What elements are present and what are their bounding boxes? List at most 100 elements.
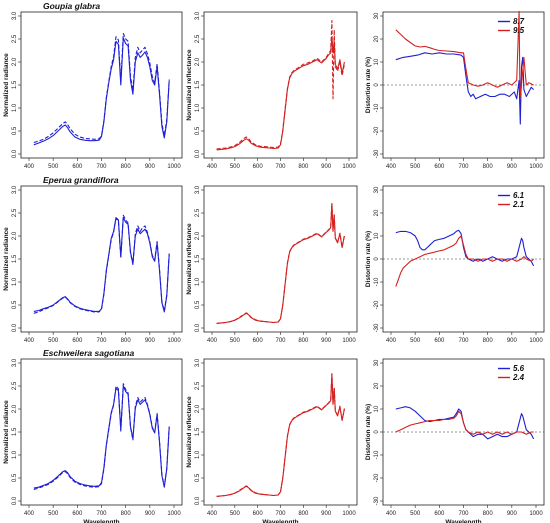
x-tick-label: 1000	[167, 164, 181, 170]
x-tick-label: 1000	[529, 511, 543, 517]
x-tick-label: 700	[458, 338, 469, 344]
y-tick-label: 20	[374, 209, 380, 216]
x-tick-label: 1000	[342, 511, 356, 517]
y-tick-label: 2.5	[12, 381, 18, 390]
y-tick-label: -10	[374, 103, 380, 112]
series-line-dashed-red	[216, 20, 345, 150]
series-line-solid-red	[395, 10, 534, 98]
x-tick-label: 900	[507, 338, 518, 344]
y-axis-label: Normalized reflectance	[186, 49, 193, 121]
y-tick-label: 3.0	[12, 358, 18, 367]
y-tick-label: 1.5	[12, 80, 18, 89]
x-axis-label: Wavelength	[445, 519, 481, 523]
series-line-solid-red	[395, 235, 534, 287]
x-tick-label: 600	[253, 164, 264, 170]
panel-reflectance-row2: 400 500 600 700 800 900 1000 0.0 0.5 1.0 1.5 2.0 2.5…	[186, 358, 358, 523]
x-tick-label: 1000	[342, 338, 356, 344]
x-tick-label: 800	[298, 511, 309, 517]
x-tick-label: 800	[483, 511, 494, 517]
x-tick-label: 900	[507, 511, 518, 517]
x-tick-label: 700	[96, 164, 107, 170]
y-tick-label: 1.0	[195, 103, 201, 112]
x-tick-label: 900	[321, 511, 332, 517]
x-tick-label: 500	[410, 164, 421, 170]
y-tick-label: 2.5	[195, 381, 201, 390]
y-tick-label: 0.0	[12, 323, 18, 332]
x-tick-label: 500	[230, 338, 241, 344]
y-tick-label: -20	[374, 473, 380, 482]
y-tick-label: -20	[374, 126, 380, 135]
y-tick-label: 10	[374, 405, 380, 412]
y-tick-label: 1.5	[195, 254, 201, 263]
legend-label: 2.1	[512, 200, 525, 209]
y-tick-label: 0.0	[195, 323, 201, 332]
y-tick-label: 2.0	[195, 404, 201, 413]
x-tick-label: 700	[275, 164, 286, 170]
panel-radiance-row1: 400 500 600 700 800 900 1000 0.0 0.5 1.0 1.5 2.0 2.5…	[3, 175, 183, 344]
x-tick-label: 700	[458, 511, 469, 517]
x-tick-label: 900	[145, 511, 156, 517]
x-tick-label: 800	[298, 338, 309, 344]
x-tick-label: 500	[48, 338, 59, 344]
panel-radiance-row0: 400 500 600 700 800 900 1000 0.0 0.5 1.0 1.5 2.0 2.5…	[3, 1, 183, 170]
y-axis-label: Normalized radiance	[3, 400, 10, 464]
x-tick-label: 800	[483, 164, 494, 170]
x-tick-label: 400	[24, 338, 35, 344]
x-tick-label: 1000	[167, 338, 181, 344]
panel-radiance-row2: 400 500 600 700 800 900 1000 0.0 0.5 1.0 1.5 2.0 2.5…	[3, 348, 183, 523]
panel-distortion-row1: 400 500 600 700 800 900 1000 -30 -20 -10 0 10 20 30 Di…	[365, 185, 545, 344]
y-tick-label: 20	[374, 35, 380, 42]
y-tick-label: 0	[374, 83, 380, 87]
y-tick-label: 3.0	[12, 185, 18, 194]
y-tick-label: 0	[374, 430, 380, 434]
y-tick-label: 3.0	[12, 11, 18, 20]
x-tick-label: 800	[121, 164, 132, 170]
y-tick-label: 2.5	[12, 208, 18, 217]
x-tick-label: 700	[275, 511, 286, 517]
x-tick-label: 700	[96, 511, 107, 517]
x-tick-label: 600	[434, 164, 445, 170]
x-tick-label: 400	[386, 338, 397, 344]
series-line-solid-blue	[33, 217, 170, 313]
series-line-dashed-red	[216, 373, 345, 497]
y-tick-label: 1.0	[12, 277, 18, 286]
y-tick-label: 3.0	[195, 358, 201, 367]
series-line-dashed-blue	[33, 383, 170, 491]
y-tick-label: 0.5	[195, 300, 201, 309]
y-tick-label: 2.5	[195, 34, 201, 43]
series-line-solid-red	[216, 203, 345, 324]
panel-distortion-row2: 400 500 600 700 800 900 1000 -30 -20 -10 0 10 20 30 Di…	[365, 358, 545, 523]
y-tick-label: 1.0	[12, 450, 18, 459]
y-tick-label: 30	[374, 12, 380, 19]
x-tick-label: 400	[24, 164, 35, 170]
plot-frame	[203, 185, 358, 333]
y-tick-label: -20	[374, 300, 380, 309]
y-tick-label: 2.0	[195, 57, 201, 66]
y-tick-label: -10	[374, 277, 380, 286]
legend-label: 5.6	[513, 364, 525, 373]
series-line-dashed-red	[216, 202, 345, 324]
x-tick-label: 800	[121, 338, 132, 344]
y-tick-label: 10	[374, 232, 380, 239]
plot-frame	[20, 185, 183, 333]
y-axis-label: Distortion rate (%)	[365, 404, 372, 460]
y-tick-label: 3.0	[195, 185, 201, 194]
y-axis-label: Normalized reflectance	[186, 223, 193, 295]
x-axis-label: Wavelength	[262, 519, 298, 523]
series-line-dashed-blue	[33, 32, 170, 144]
x-tick-label: 600	[72, 511, 83, 517]
y-tick-label: 0.5	[12, 300, 18, 309]
y-axis-label: Normalized reflectance	[186, 396, 193, 468]
plot-frame	[203, 358, 358, 506]
y-tick-label: -30	[374, 323, 380, 332]
y-tick-label: 1.5	[12, 427, 18, 436]
x-tick-label: 700	[275, 338, 286, 344]
x-tick-label: 400	[207, 511, 218, 517]
species-title: Eperua grandiflora	[43, 175, 119, 185]
y-tick-label: -30	[374, 149, 380, 158]
legend-label: 8.7	[513, 17, 525, 26]
y-axis-label: Normalized radiance	[3, 227, 10, 291]
y-tick-label: 30	[374, 186, 380, 193]
series-line-solid-red	[216, 373, 345, 497]
